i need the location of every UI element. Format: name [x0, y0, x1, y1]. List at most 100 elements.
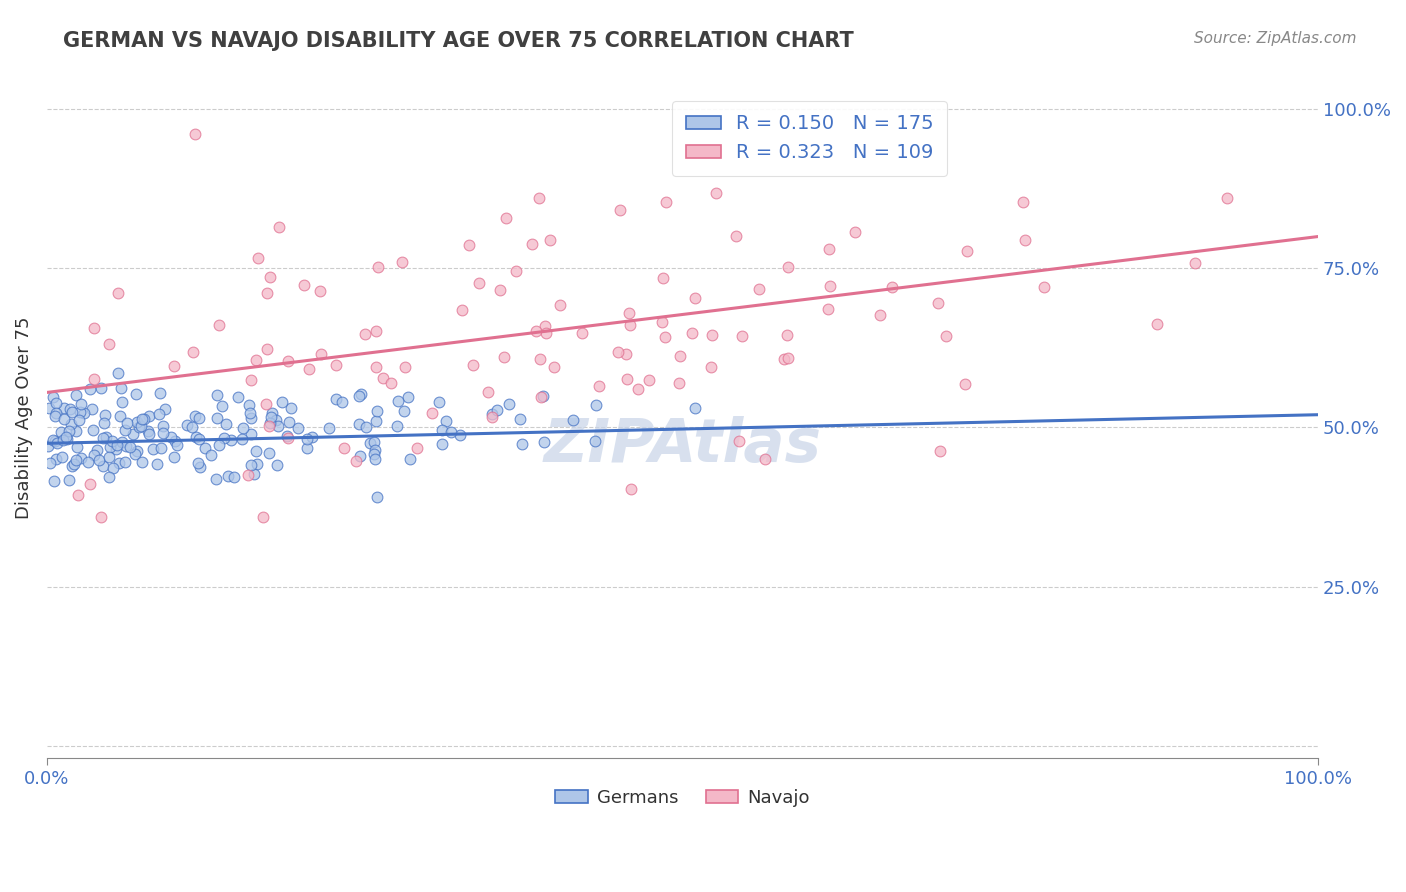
Point [45, 396, 67, 410]
Point [160, 430, 183, 444]
Point [651, 315, 673, 329]
Point [728, 434, 751, 448]
Point [184, 409, 207, 424]
Point [349, 417, 371, 431]
Point [260, 406, 283, 420]
Point [42, 433, 65, 447]
Point [124, 447, 146, 461]
Point [246, 252, 269, 266]
Point [105, 442, 128, 457]
Point [276, 429, 298, 443]
Point [115, 416, 138, 430]
Point [184, 127, 207, 141]
Point [354, 419, 377, 434]
Point [240, 373, 263, 387]
Point [420, 406, 443, 420]
Point [138, 409, 160, 423]
Point [105, 438, 128, 452]
Point [122, 426, 145, 441]
Point [510, 437, 533, 451]
Point [131, 455, 153, 469]
Point [186, 429, 208, 443]
Point [380, 376, 402, 390]
Point [259, 446, 281, 460]
Point [62, 457, 84, 471]
Point [59, 402, 82, 417]
Point [325, 358, 347, 372]
Point [125, 415, 148, 429]
Point [773, 352, 796, 367]
Point [1146, 317, 1168, 331]
Point [148, 407, 170, 421]
Point [97, 450, 120, 464]
Point [114, 455, 136, 469]
Point [91, 458, 114, 473]
Point [394, 360, 416, 375]
Point [277, 415, 299, 429]
Point [683, 401, 706, 415]
Point [207, 411, 229, 425]
Point [114, 423, 136, 437]
Point [366, 414, 388, 428]
Point [163, 359, 186, 374]
Point [259, 416, 281, 430]
Point [127, 444, 149, 458]
Point [620, 482, 643, 496]
Point [364, 324, 387, 338]
Point [685, 291, 707, 305]
Point [271, 395, 294, 409]
Point [142, 442, 165, 456]
Point [256, 285, 278, 300]
Point [956, 244, 979, 258]
Point [239, 406, 262, 420]
Point [654, 330, 676, 344]
Point [194, 442, 217, 456]
Point [138, 424, 160, 438]
Point [246, 457, 269, 471]
Point [363, 435, 385, 450]
Point [583, 434, 606, 448]
Point [481, 409, 503, 424]
Point [481, 407, 503, 421]
Point [492, 350, 515, 364]
Point [51, 450, 73, 464]
Point [129, 419, 152, 434]
Point [96, 430, 118, 444]
Point [869, 308, 891, 322]
Point [90, 509, 112, 524]
Point [70, 450, 93, 465]
Point [67, 488, 90, 502]
Point [83, 372, 105, 386]
Point [498, 397, 520, 411]
Point [295, 441, 318, 455]
Point [562, 413, 585, 427]
Point [391, 254, 413, 268]
Point [627, 382, 650, 396]
Point [927, 295, 949, 310]
Point [344, 454, 367, 468]
Point [776, 328, 799, 343]
Point [529, 352, 551, 367]
Point [224, 469, 246, 483]
Point [458, 237, 481, 252]
Point [37, 439, 59, 453]
Point [110, 409, 132, 423]
Point [588, 378, 610, 392]
Point [619, 306, 641, 320]
Point [49, 425, 72, 439]
Point [153, 402, 176, 417]
Point [238, 467, 260, 482]
Point [325, 392, 347, 406]
Point [60, 405, 83, 419]
Point [534, 319, 557, 334]
Point [287, 421, 309, 435]
Point [616, 372, 638, 386]
Point [252, 509, 274, 524]
Point [79, 476, 101, 491]
Point [100, 434, 122, 449]
Point [354, 326, 377, 341]
Point [818, 242, 841, 256]
Point [176, 418, 198, 433]
Point [264, 413, 287, 427]
Point [38, 401, 60, 416]
